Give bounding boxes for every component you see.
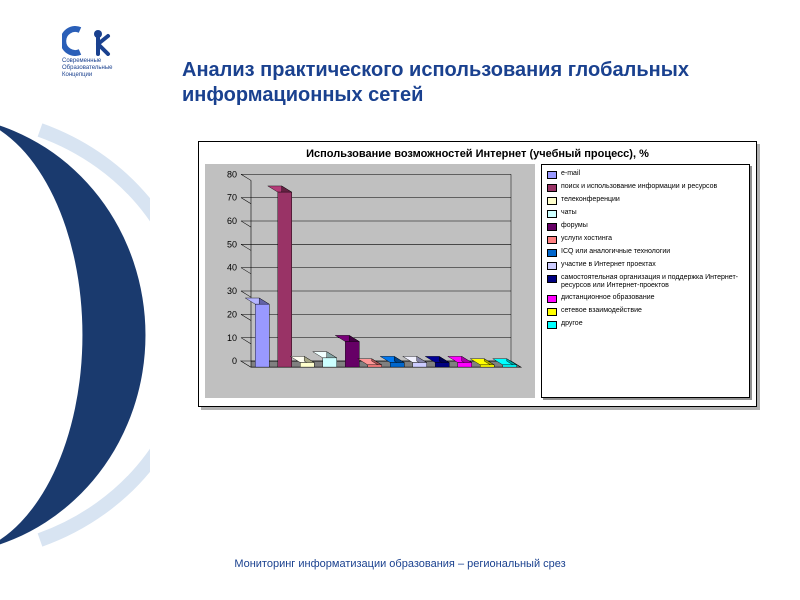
legend-item: ICQ или аналогичные технологии (547, 248, 744, 257)
legend-item: чаты (547, 209, 744, 218)
svg-text:10: 10 (227, 333, 237, 343)
legend-item: поиск и использование информации и ресур… (547, 183, 744, 192)
logo-line2: Образовательные (62, 65, 172, 72)
legend-label: сетевое взаимодействие (561, 307, 744, 315)
plot-area: 0 10 20 30 40 50 60 70 80 (205, 164, 535, 398)
decorative-arcs (0, 120, 150, 550)
chart-frame: Использование возможностей Интернет (уче… (198, 141, 757, 407)
svg-text:0: 0 (232, 356, 237, 366)
legend-item: e-mail (547, 170, 744, 179)
logo-mark (62, 26, 142, 56)
svg-text:50: 50 (227, 239, 237, 249)
logo-tagline: Современные Образовательные Концепции (62, 58, 172, 80)
legend-label: другое (561, 320, 744, 328)
legend-item: дистанционное образование (547, 294, 744, 303)
legend-swatch (547, 210, 557, 218)
legend-label: форумы (561, 222, 744, 230)
legend-swatch (547, 236, 557, 244)
footer-text: Мониторинг информатизации образования – … (0, 558, 800, 570)
page-title: Анализ практического использования глоба… (182, 58, 742, 108)
logo-line3: Концепции (62, 72, 172, 79)
legend-swatch (547, 262, 557, 270)
legend-item: другое (547, 320, 744, 329)
legend-item: телеконференции (547, 196, 744, 205)
chart-title: Использование возможностей Интернет (уче… (199, 148, 756, 160)
legend-item: самостоятельная организация и поддержка … (547, 274, 744, 290)
legend-swatch (547, 171, 557, 179)
logo-line1: Современные (62, 58, 172, 65)
legend-label: услуги хостинга (561, 235, 744, 243)
legend-item: услуги хостинга (547, 235, 744, 244)
legend-swatch (547, 184, 557, 192)
legend-label: ICQ или аналогичные технологии (561, 248, 744, 256)
svg-text:80: 80 (227, 169, 237, 179)
legend-label: чаты (561, 209, 744, 217)
svg-text:40: 40 (227, 263, 237, 273)
legend-label: телеконференции (561, 196, 744, 204)
legend-swatch (547, 295, 557, 303)
svg-text:70: 70 (227, 193, 237, 203)
legend-item: форумы (547, 222, 744, 231)
legend-label: поиск и использование информации и ресур… (561, 183, 744, 191)
svg-text:20: 20 (227, 309, 237, 319)
legend-label: участие в Интернет проектах (561, 261, 744, 269)
svg-text:30: 30 (227, 286, 237, 296)
legend-label: e-mail (561, 170, 744, 178)
legend-box: e-mail поиск и использование информации и… (541, 164, 750, 398)
legend-swatch (547, 275, 557, 283)
legend-item: участие в Интернет проектах (547, 261, 744, 270)
legend-label: дистанционное образование (561, 294, 744, 302)
svg-text:60: 60 (227, 216, 237, 226)
chart-inner: 0 10 20 30 40 50 60 70 80 e-mail поиск и использо… (199, 164, 756, 404)
legend-swatch (547, 308, 557, 316)
legend-swatch (547, 321, 557, 329)
logo-block: Современные Образовательные Концепции (62, 26, 172, 80)
legend-item: сетевое взаимодействие (547, 307, 744, 316)
legend-swatch (547, 249, 557, 257)
legend-label: самостоятельная организация и поддержка … (561, 274, 744, 290)
legend-swatch (547, 197, 557, 205)
legend-swatch (547, 223, 557, 231)
